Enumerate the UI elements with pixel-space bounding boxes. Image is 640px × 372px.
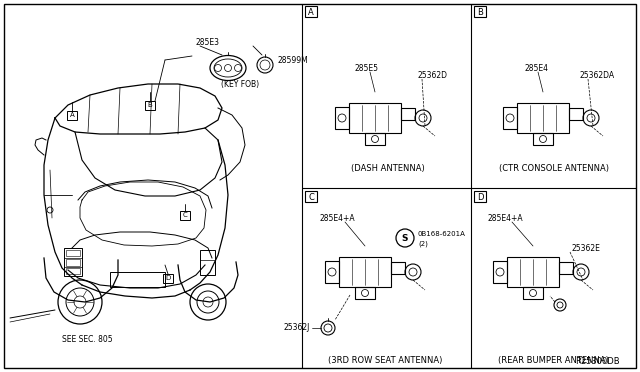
Bar bbox=[401, 108, 415, 120]
Text: 285E4+A: 285E4+A bbox=[488, 214, 524, 222]
Text: (KEY FOB): (KEY FOB) bbox=[221, 80, 259, 89]
Bar bbox=[145, 100, 155, 109]
Text: (DASH ANTENNA): (DASH ANTENNA) bbox=[351, 164, 425, 173]
Text: 25362J: 25362J bbox=[284, 324, 310, 333]
Bar bbox=[474, 191, 486, 202]
Bar bbox=[163, 273, 173, 282]
Text: 28599M: 28599M bbox=[278, 55, 308, 64]
Text: C: C bbox=[182, 212, 188, 218]
Text: 25362D: 25362D bbox=[418, 71, 448, 80]
Bar bbox=[66, 250, 80, 256]
Bar bbox=[391, 262, 405, 274]
Text: B: B bbox=[477, 7, 483, 16]
Text: 25362DA: 25362DA bbox=[580, 71, 615, 80]
Text: (2): (2) bbox=[418, 241, 428, 247]
Text: R25300DB: R25300DB bbox=[575, 357, 620, 366]
Text: (REAR BUMPER ANTENNA): (REAR BUMPER ANTENNA) bbox=[497, 356, 609, 365]
Text: 285E5: 285E5 bbox=[355, 64, 379, 73]
Text: B: B bbox=[148, 102, 152, 108]
Bar bbox=[180, 211, 190, 219]
Bar bbox=[569, 108, 583, 120]
Bar bbox=[517, 103, 569, 133]
Text: (3RD ROW SEAT ANTENNA): (3RD ROW SEAT ANTENNA) bbox=[328, 356, 442, 365]
Bar bbox=[559, 262, 573, 274]
Text: (CTR CONSOLE ANTENNA): (CTR CONSOLE ANTENNA) bbox=[499, 164, 609, 173]
Bar bbox=[66, 259, 80, 266]
Text: S: S bbox=[402, 234, 408, 243]
Text: A: A bbox=[308, 7, 314, 16]
Bar bbox=[305, 191, 317, 202]
Text: A: A bbox=[70, 112, 74, 118]
Text: C: C bbox=[308, 192, 314, 202]
Bar bbox=[503, 107, 517, 129]
Bar bbox=[507, 257, 559, 287]
Bar bbox=[523, 287, 543, 299]
Bar bbox=[66, 268, 80, 274]
Bar bbox=[305, 6, 317, 17]
Bar bbox=[325, 261, 339, 283]
Bar bbox=[365, 133, 385, 145]
Text: 285E4+A: 285E4+A bbox=[320, 214, 356, 222]
Bar bbox=[67, 110, 77, 119]
Text: 285E4: 285E4 bbox=[525, 64, 549, 73]
Text: 0B168-6201A: 0B168-6201A bbox=[418, 231, 466, 237]
Bar bbox=[349, 103, 401, 133]
Bar bbox=[355, 287, 375, 299]
Text: D: D bbox=[165, 275, 171, 281]
Bar bbox=[110, 272, 165, 287]
Bar bbox=[493, 261, 507, 283]
Text: 25362E: 25362E bbox=[572, 244, 601, 253]
Bar bbox=[335, 107, 349, 129]
Bar bbox=[474, 6, 486, 17]
Bar bbox=[64, 248, 82, 276]
Text: 285E3: 285E3 bbox=[195, 38, 219, 46]
Text: SEE SEC. 805: SEE SEC. 805 bbox=[62, 335, 113, 344]
Bar bbox=[533, 133, 553, 145]
Bar bbox=[339, 257, 391, 287]
Bar bbox=[200, 250, 215, 275]
Text: D: D bbox=[477, 192, 483, 202]
